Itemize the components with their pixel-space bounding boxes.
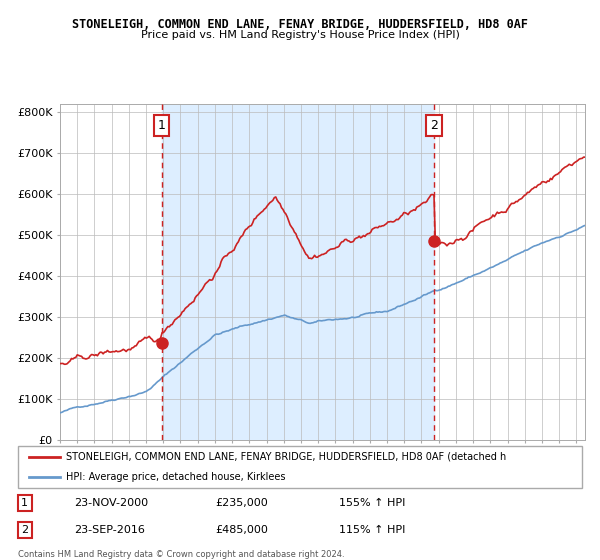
Text: 2: 2 [21,525,28,535]
Text: £235,000: £235,000 [215,498,268,508]
Text: 155% ↑ HPI: 155% ↑ HPI [340,498,406,508]
Text: Contains HM Land Registry data © Crown copyright and database right 2024.
This d: Contains HM Land Registry data © Crown c… [18,550,344,560]
Bar [161,104,434,440]
Text: 23-SEP-2016: 23-SEP-2016 [74,525,145,535]
Text: Price paid vs. HM Land Registry's House Price Index (HPI): Price paid vs. HM Land Registry's House … [140,30,460,40]
Text: 1: 1 [158,119,166,132]
Text: 115% ↑ HPI: 115% ↑ HPI [340,525,406,535]
Text: £485,000: £485,000 [215,525,268,535]
Text: 1: 1 [21,498,28,508]
Text: STONELEIGH, COMMON END LANE, FENAY BRIDGE, HUDDERSFIELD, HD8 0AF (detached h: STONELEIGH, COMMON END LANE, FENAY BRIDG… [66,452,506,462]
Text: STONELEIGH, COMMON END LANE, FENAY BRIDGE, HUDDERSFIELD, HD8 0AF: STONELEIGH, COMMON END LANE, FENAY BRIDG… [72,18,528,31]
FancyBboxPatch shape [18,446,582,488]
Text: HPI: Average price, detached house, Kirklees: HPI: Average price, detached house, Kirk… [66,472,286,482]
Text: 2: 2 [430,119,438,132]
Text: 23-NOV-2000: 23-NOV-2000 [74,498,149,508]
